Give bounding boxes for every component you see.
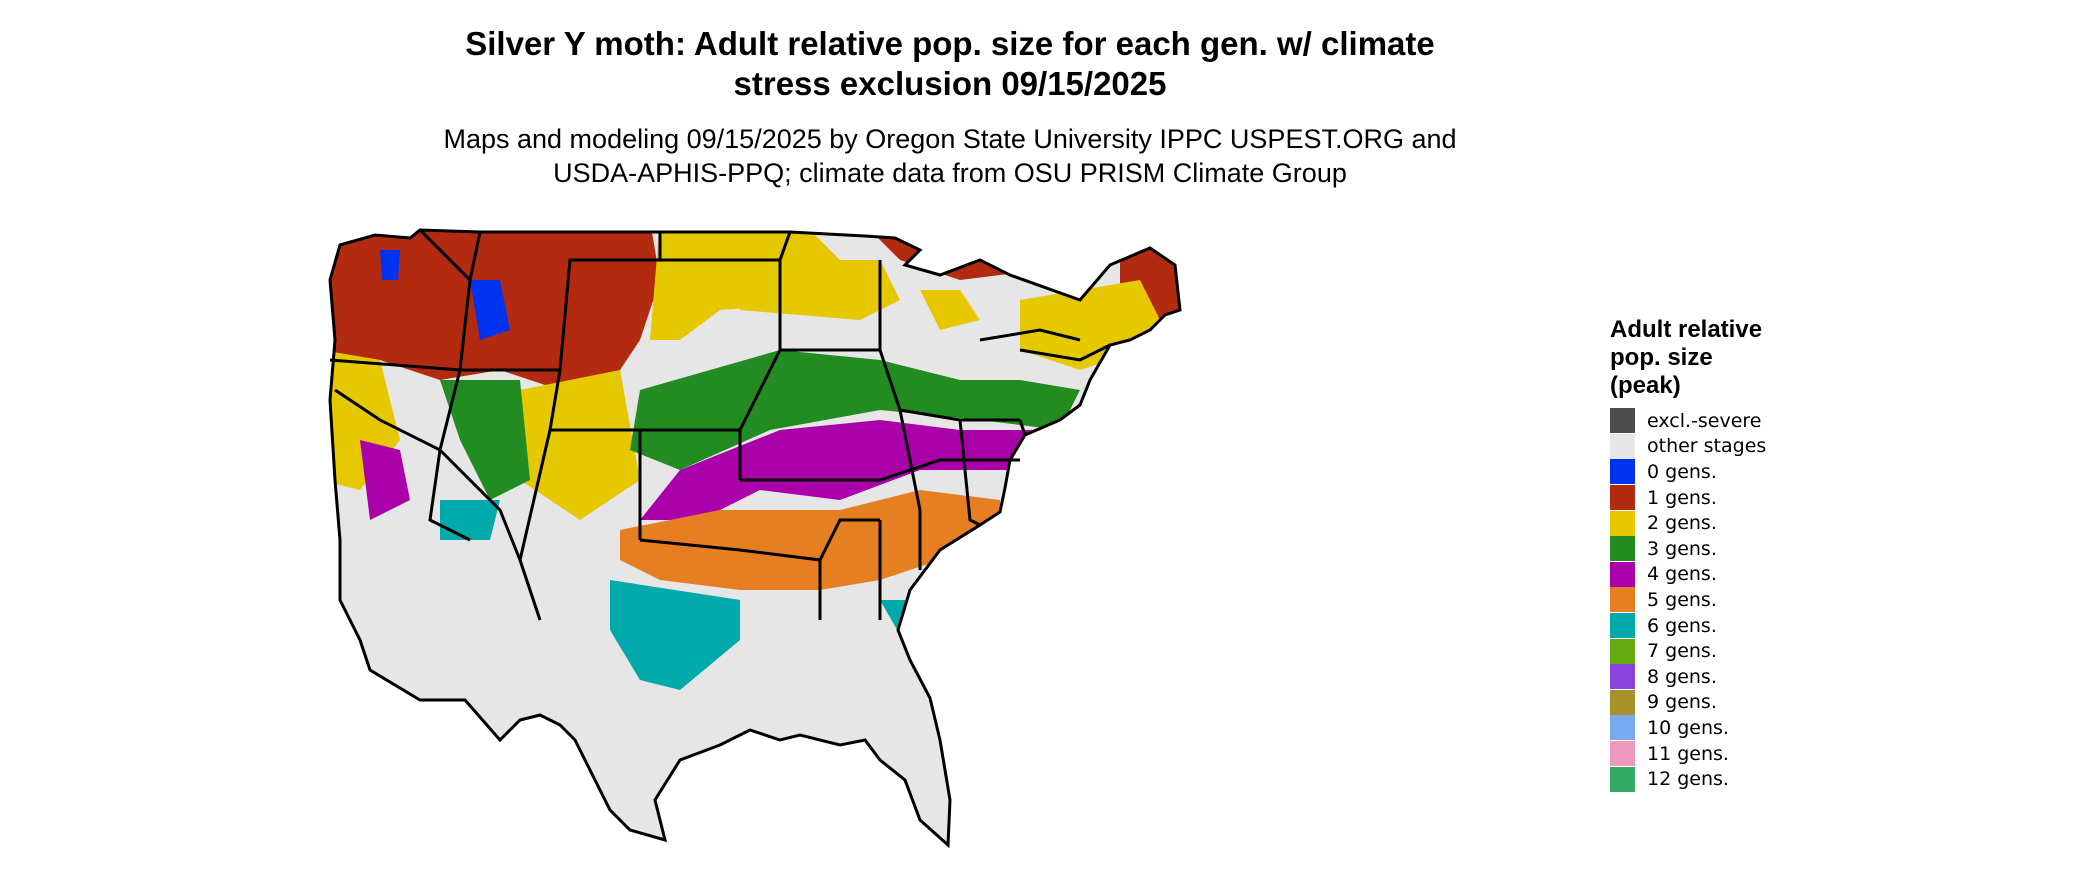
legend-swatch: [1610, 408, 1635, 434]
zone-6-gen-texas-coast: [610, 580, 740, 690]
legend-swatch: [1610, 613, 1635, 639]
legend-swatch: [1610, 561, 1635, 587]
legend-swatch: [1610, 638, 1635, 664]
legend-swatch: [1610, 741, 1635, 767]
legend-label: 7 gens.: [1647, 640, 1717, 663]
us-generations-map: [328, 228, 1182, 849]
map-title-line-1: Silver Y moth: Adult relative pop. size …: [465, 25, 1435, 62]
legend-item: 10 gens.: [1610, 715, 1830, 741]
legend-label: 0 gens.: [1647, 460, 1717, 483]
legend-swatch: [1610, 459, 1635, 485]
zone-3-gen-central: [630, 350, 1080, 470]
legend-label: 1 gens.: [1647, 486, 1717, 509]
legend-item: 12 gens.: [1610, 766, 1830, 792]
legend-title-line: Adult relative: [1610, 316, 1763, 343]
legend-label: 4 gens.: [1647, 563, 1717, 586]
generation-zones: [330, 230, 1180, 845]
legend-swatch: [1610, 485, 1635, 511]
legend-label: 6 gens.: [1647, 614, 1717, 637]
legend-item: 4 gens.: [1610, 561, 1830, 588]
map-subtitle: Maps and modeling 09/15/2025 by Oregon S…: [0, 122, 1900, 190]
zone-0-gen-cascades: [380, 250, 400, 280]
legend-label: 2 gens.: [1647, 512, 1717, 535]
legend-swatch: [1610, 689, 1635, 715]
legend-label: 10 gens.: [1647, 716, 1729, 739]
zone-2-gen-minnesota: [740, 260, 900, 320]
legend-item: 0 gens.: [1610, 459, 1830, 485]
legend-label: other stages: [1647, 435, 1767, 458]
zone-0-gen-rockies: [470, 280, 510, 340]
zone-4-gen-south-central: [640, 420, 1080, 520]
legend-item: 1 gens.: [1610, 485, 1830, 511]
legend-swatch: [1610, 664, 1635, 690]
legend-title-line: pop. size: [1610, 344, 1713, 371]
legend-item: 9 gens.: [1610, 689, 1830, 716]
map-title: Silver Y moth: Adult relative pop. size …: [0, 24, 1900, 104]
legend-label: 5 gens.: [1647, 588, 1717, 611]
legend: Adult relative pop. size (peak) excl.-se…: [1610, 316, 1830, 792]
legend-label: 8 gens.: [1647, 665, 1717, 688]
legend-title: Adult relative pop. size (peak): [1610, 316, 1830, 400]
legend-label: 12 gens.: [1647, 768, 1729, 791]
legend-label: 9 gens.: [1647, 691, 1717, 714]
legend-item: 2 gens.: [1610, 510, 1830, 536]
legend-swatch: [1610, 766, 1635, 792]
legend-swatch: [1610, 587, 1635, 613]
legend-swatch: [1610, 510, 1635, 536]
map-subtitle-line-2: USDA-APHIS-PPQ; climate data from OSU PR…: [553, 158, 1347, 188]
legend-item: other stages: [1610, 433, 1830, 460]
legend-label: 3 gens.: [1647, 537, 1717, 560]
legend-label: 11 gens.: [1647, 742, 1729, 765]
zone-4-gen-california: [360, 440, 410, 520]
legend-item: 5 gens.: [1610, 587, 1830, 613]
state-borders: [328, 228, 1182, 849]
legend-swatch: [1610, 433, 1635, 459]
legend-items: excl.-severe other stages 0 gens. 1 gens. 2 …: [1610, 408, 1830, 792]
map-title-line-2: stress exclusion 09/15/2025: [733, 65, 1167, 102]
legend-item: 8 gens.: [1610, 664, 1830, 690]
legend-item: excl.-severe: [1610, 408, 1830, 434]
legend-swatch: [1610, 536, 1635, 562]
zone-5-gen-gulf-states: [620, 490, 1000, 590]
map-subtitle-line-1: Maps and modeling 09/15/2025 by Oregon S…: [443, 124, 1457, 154]
legend-item: 11 gens.: [1610, 741, 1830, 767]
zone-6-gen-arizona: [440, 500, 500, 540]
zone-3-gen-utah: [440, 380, 530, 500]
zone-2-gen-michigan: [920, 290, 980, 330]
zone-2-gen-colorado-plateau: [520, 370, 640, 520]
legend-swatch: [1610, 715, 1635, 741]
legend-item: 3 gens.: [1610, 536, 1830, 562]
legend-item: 6 gens.: [1610, 613, 1830, 639]
legend-label: excl.-severe: [1647, 409, 1762, 432]
legend-item: 7 gens.: [1610, 638, 1830, 664]
legend-title-line: (peak): [1610, 372, 1681, 399]
